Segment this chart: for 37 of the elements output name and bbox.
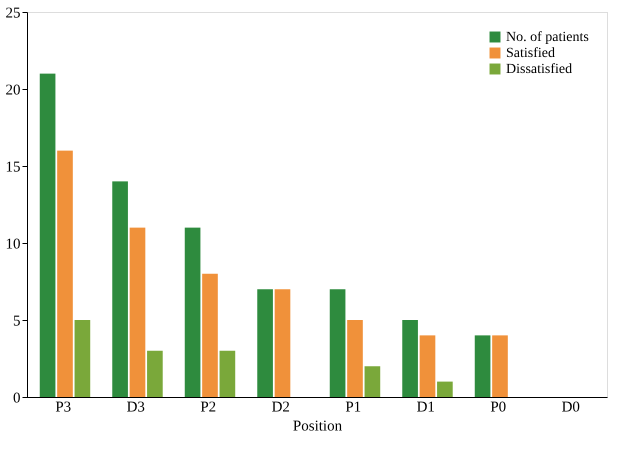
bar — [274, 289, 290, 397]
x-tick-label: D0 — [562, 400, 580, 416]
x-tick-label: P0 — [490, 400, 506, 416]
legend-label: Satisfied — [506, 46, 555, 61]
x-tick-label: P3 — [55, 400, 72, 416]
bar — [184, 228, 200, 397]
bar — [74, 320, 90, 397]
y-tick-label: 0 — [13, 390, 20, 406]
bar — [202, 274, 218, 397]
bar — [147, 350, 163, 397]
x-tick-label: D3 — [126, 400, 145, 416]
y-tick-label: 10 — [6, 236, 20, 252]
bar — [57, 150, 73, 397]
bar — [347, 320, 363, 397]
bar — [130, 228, 146, 397]
y-tick-label: 20 — [6, 82, 20, 98]
x-tick-label: P2 — [200, 400, 216, 416]
legend-label: No. of patients — [506, 30, 589, 45]
y-tick-label: 5 — [13, 314, 20, 330]
x-tick-label: D1 — [416, 400, 435, 416]
bar — [330, 289, 346, 397]
bar — [40, 74, 56, 397]
y-tick-label: 25 — [6, 6, 20, 22]
y-tick-label: 15 — [6, 160, 20, 176]
bar — [257, 289, 273, 397]
x-axis-title: Position — [292, 418, 343, 434]
bar — [492, 335, 508, 397]
bar — [437, 382, 453, 397]
bar — [220, 350, 236, 397]
bar — [112, 181, 128, 397]
bar — [364, 366, 380, 397]
bar — [420, 335, 436, 397]
x-tick-label: P1 — [345, 400, 362, 416]
x-tick-label: D2 — [272, 400, 290, 416]
bar — [402, 320, 418, 397]
bar — [474, 335, 490, 397]
legend-label: Dissatisfied — [506, 62, 572, 77]
